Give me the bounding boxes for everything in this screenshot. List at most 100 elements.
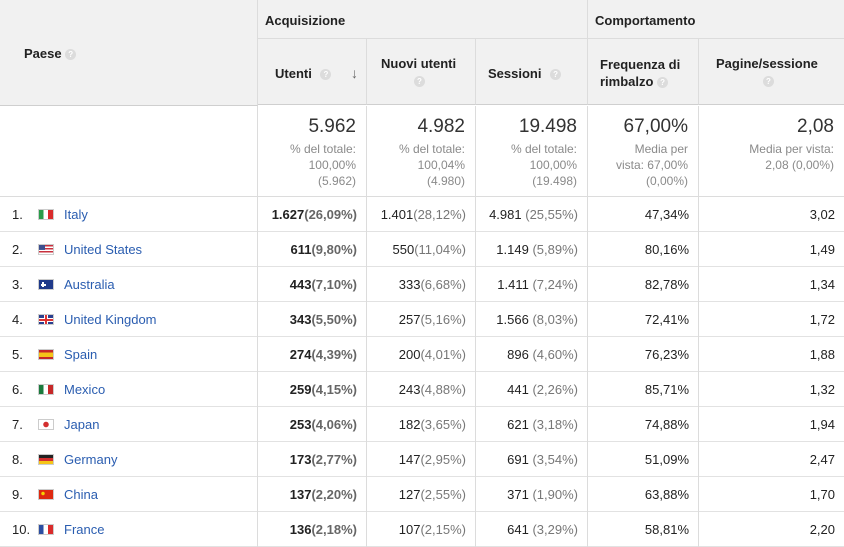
nuovi-utenti-cell: 257(5,16%) bbox=[367, 302, 476, 337]
pagine-cell: 1,72 bbox=[809, 312, 835, 327]
table-row[interactable]: 4. United Kingdom 343(5,50%) 257(5,16%) … bbox=[0, 302, 844, 337]
sessioni-cell: 1.566 (8,03%) bbox=[476, 302, 588, 337]
table-row[interactable]: 7. Japan 253(4,06%) 182(3,65%) 621 (3,18… bbox=[0, 407, 844, 442]
col-nuovi-utenti[interactable]: Nuovi utenti ? bbox=[367, 39, 476, 105]
pagine-cell: 3,02 bbox=[809, 207, 835, 222]
country-link[interactable]: Japan bbox=[64, 417, 100, 432]
country-cell: 8. Germany bbox=[0, 442, 258, 477]
group-acquisizione: Acquisizione bbox=[258, 0, 588, 39]
table-row[interactable]: 6. Mexico 259(4,15%) 243(4,88%) 441 (2,2… bbox=[0, 372, 844, 407]
help-icon[interactable]: ? bbox=[763, 76, 774, 87]
col-frequenza-label: Frequenza di rimbalzo bbox=[600, 57, 681, 89]
utenti-cell: 611(9,80%) bbox=[258, 232, 367, 267]
row-index: 10. bbox=[12, 522, 31, 537]
nuovi-utenti-cell: 200(4,01%) bbox=[367, 337, 476, 372]
help-icon[interactable]: ? bbox=[320, 69, 332, 81]
frequenza-cell: 63,88% bbox=[588, 477, 699, 512]
country-link[interactable]: France bbox=[64, 522, 105, 537]
utenti-cell: 136(2,18%) bbox=[258, 512, 367, 547]
table-row[interactable]: 5. Spain 274(4,39%) 200(4,01%) 896 (4,60… bbox=[0, 337, 844, 372]
utenti-cell: 253(4,06%) bbox=[258, 407, 367, 442]
table-row[interactable]: 8. Germany 173(2,77%) 147(2,95%) 691 (3,… bbox=[0, 442, 844, 477]
es-flag-icon bbox=[38, 349, 54, 360]
col-utenti-label: Utenti bbox=[275, 66, 312, 81]
country-link[interactable]: Mexico bbox=[64, 382, 106, 397]
frequenza-cell: 51,09% bbox=[588, 442, 699, 477]
utenti-cell: 137(2,20%) bbox=[258, 477, 367, 512]
row-index: 2. bbox=[12, 242, 23, 257]
table-row[interactable]: 3. Australia 443(7,10%) 333(6,68%) 1.411… bbox=[0, 267, 844, 302]
frequenza-cell: 85,71% bbox=[588, 372, 699, 407]
us-flag-icon bbox=[38, 244, 54, 255]
country-cell: 6. Mexico bbox=[0, 372, 258, 407]
row-index: 6. bbox=[12, 382, 23, 397]
row-index: 4. bbox=[12, 312, 23, 327]
sessioni-cell: 691 (3,54%) bbox=[476, 442, 588, 477]
table-row[interactable]: 10. France 136(2,18%) 107(2,15%) 641 (3,… bbox=[0, 512, 844, 547]
frequenza-cell: 72,41% bbox=[588, 302, 699, 337]
country-link[interactable]: United States bbox=[64, 242, 143, 257]
mx-flag-icon bbox=[38, 384, 54, 395]
col-utenti[interactable]: Utenti ? ↓ bbox=[258, 39, 367, 105]
frequenza-cell: 76,23% bbox=[588, 337, 699, 372]
row-index: 3. bbox=[12, 277, 23, 292]
nuovi-utenti-cell: 127(2,55%) bbox=[367, 477, 476, 512]
utenti-cell: 274(4,39%) bbox=[258, 337, 367, 372]
pagine-cell: 1,88 bbox=[809, 347, 835, 362]
country-link[interactable]: Spain bbox=[64, 347, 98, 362]
col-pagine-sessione[interactable]: Pagine/sessione ? bbox=[699, 39, 844, 105]
help-icon[interactable]: ? bbox=[657, 77, 669, 89]
table-row[interactable]: 1. Italy 1.627(26,09%) 1.401(28,12%) 4.9… bbox=[0, 197, 844, 232]
country-cell: 5. Spain bbox=[0, 337, 258, 372]
country-link[interactable]: United Kingdom bbox=[64, 312, 157, 327]
pagine-cell: 2,20 bbox=[809, 522, 835, 537]
frequenza-cell: 82,78% bbox=[588, 267, 699, 302]
utenti-cell: 173(2,77%) bbox=[258, 442, 367, 477]
col-nuovi-utenti-label: Nuovi utenti bbox=[381, 56, 457, 71]
col-sessioni[interactable]: Sessioni ? bbox=[476, 39, 588, 105]
help-icon[interactable]: ? bbox=[414, 76, 425, 87]
row-index: 7. bbox=[12, 417, 23, 432]
frequenza-cell: 74,88% bbox=[588, 407, 699, 442]
col-frequenza-rimbalzo[interactable]: Frequenza di rimbalzo ? bbox=[588, 39, 699, 105]
sessioni-cell: 641 (3,29%) bbox=[476, 512, 588, 547]
pagine-cell: 1,94 bbox=[809, 417, 835, 432]
frequenza-cell: 80,16% bbox=[588, 232, 699, 267]
sessioni-cell: 441 (2,26%) bbox=[476, 372, 588, 407]
data-rows: 1. Italy 1.627(26,09%) 1.401(28,12%) 4.9… bbox=[0, 197, 844, 547]
table-row[interactable]: 2. United States 611(9,80%) 550(11,04%) … bbox=[0, 232, 844, 267]
utenti-cell: 343(5,50%) bbox=[258, 302, 367, 337]
sessioni-cell: 1.411 (7,24%) bbox=[476, 267, 588, 302]
help-icon[interactable]: ? bbox=[550, 69, 562, 81]
table-row[interactable]: 9. China 137(2,20%) 127(2,55%) 371 (1,90… bbox=[0, 477, 844, 512]
country-link[interactable]: China bbox=[64, 487, 98, 502]
nuovi-utenti-cell: 550(11,04%) bbox=[367, 232, 476, 267]
cn-flag-icon bbox=[38, 489, 54, 500]
row-index: 5. bbox=[12, 347, 23, 362]
row-index: 9. bbox=[12, 487, 23, 502]
pagine-cell: 1,34 bbox=[809, 277, 835, 292]
jp-flag-icon bbox=[38, 419, 54, 430]
utenti-cell: 259(4,15%) bbox=[258, 372, 367, 407]
totals-label-cell bbox=[0, 106, 258, 197]
country-cell: 3. Australia bbox=[0, 267, 258, 302]
sort-desc-icon[interactable]: ↓ bbox=[351, 65, 358, 81]
paese-header[interactable]: Paese ? bbox=[0, 0, 258, 106]
nuovi-utenti-cell: 107(2,15%) bbox=[367, 512, 476, 547]
fr-flag-icon bbox=[38, 524, 54, 535]
frequenza-cell: 47,34% bbox=[588, 197, 699, 232]
nuovi-utenti-cell: 243(4,88%) bbox=[367, 372, 476, 407]
group-comportamento: Comportamento bbox=[588, 0, 844, 39]
sessioni-cell: 4.981 (25,55%) bbox=[476, 197, 588, 232]
group-header-row: Acquisizione Comportamento bbox=[258, 0, 844, 39]
nuovi-utenti-cell: 333(6,68%) bbox=[367, 267, 476, 302]
it-flag-icon bbox=[38, 209, 54, 220]
country-link[interactable]: Australia bbox=[64, 277, 115, 292]
help-icon[interactable]: ? bbox=[65, 49, 77, 61]
nuovi-utenti-cell: 1.401(28,12%) bbox=[367, 197, 476, 232]
country-link[interactable]: Germany bbox=[64, 452, 118, 467]
au-flag-icon bbox=[38, 279, 54, 290]
country-link[interactable]: Italy bbox=[64, 207, 88, 222]
pagine-cell: 2,47 bbox=[809, 452, 835, 467]
row-index: 8. bbox=[12, 452, 23, 467]
